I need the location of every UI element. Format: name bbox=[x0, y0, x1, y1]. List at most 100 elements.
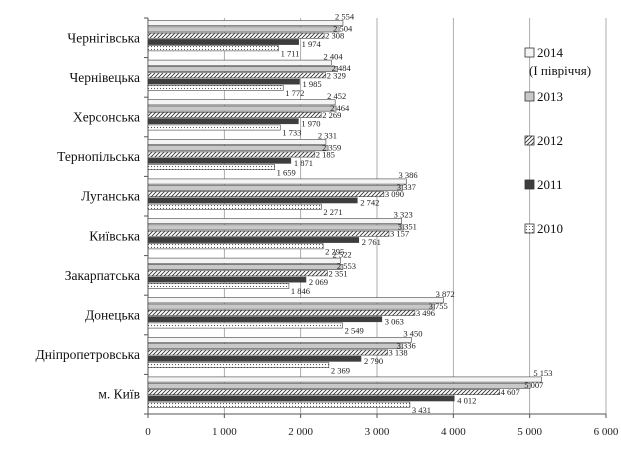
bar bbox=[147, 303, 435, 310]
data-label: 1 659 bbox=[277, 167, 296, 177]
data-label: 2 549 bbox=[345, 326, 364, 336]
bar bbox=[147, 197, 358, 204]
x-tick-label: 3 000 bbox=[365, 426, 390, 438]
data-label: 2 554 bbox=[335, 12, 355, 22]
data-label: 1 974 bbox=[302, 39, 322, 49]
category-label: Луганська bbox=[81, 189, 140, 204]
bar bbox=[147, 276, 307, 283]
bar bbox=[147, 66, 338, 72]
category-labels: Чернігівська Чернівецька Херсонська Тернопі… bbox=[36, 30, 140, 401]
legend-swatch bbox=[524, 135, 535, 146]
bar bbox=[147, 282, 290, 289]
bar bbox=[147, 362, 330, 368]
legend-swatch bbox=[524, 179, 535, 190]
bar bbox=[147, 139, 327, 145]
legend-label: 2013 bbox=[537, 89, 563, 104]
data-label: 3 872 bbox=[436, 289, 455, 299]
bar bbox=[147, 395, 455, 402]
bar bbox=[147, 376, 542, 383]
bar bbox=[147, 164, 275, 170]
data-label: 1 970 bbox=[301, 118, 320, 128]
data-label: 3 337 bbox=[397, 182, 416, 192]
bar bbox=[147, 322, 343, 329]
category-label: Київська bbox=[89, 228, 140, 243]
data-label: 2 269 bbox=[322, 110, 341, 120]
bar bbox=[147, 78, 300, 85]
bar bbox=[147, 309, 416, 316]
data-label: 3 323 bbox=[394, 210, 413, 220]
bar bbox=[147, 124, 281, 131]
x-tick-label: 0 bbox=[145, 426, 151, 438]
category-label: Донецька bbox=[85, 308, 140, 323]
data-label: 3 336 bbox=[397, 340, 416, 350]
bar bbox=[147, 178, 407, 185]
x-tick-label: 1 000 bbox=[212, 426, 237, 438]
data-label: 2 331 bbox=[318, 131, 337, 141]
x-tick-label: 2 000 bbox=[288, 426, 313, 438]
bar bbox=[147, 184, 404, 191]
data-label: 2 359 bbox=[322, 142, 341, 152]
data-label: 2 790 bbox=[364, 356, 383, 366]
category-label: м. Київ bbox=[98, 387, 140, 402]
bar bbox=[147, 191, 385, 197]
category-label: Дніпропетровська bbox=[36, 347, 140, 362]
bar bbox=[147, 99, 336, 106]
category-label: Чернівецька bbox=[69, 70, 140, 85]
x-tick-label: 5 000 bbox=[517, 426, 542, 438]
data-label: 2 329 bbox=[327, 70, 346, 80]
data-label: 1 846 bbox=[291, 286, 310, 296]
data-label: 3 157 bbox=[390, 229, 409, 239]
data-label: 4 607 bbox=[501, 387, 520, 397]
data-label: 1 711 bbox=[281, 49, 300, 59]
bar bbox=[147, 105, 337, 112]
bar bbox=[147, 389, 500, 395]
bar bbox=[147, 151, 316, 158]
bar bbox=[147, 203, 322, 210]
data-label: 2 308 bbox=[325, 31, 344, 41]
bar bbox=[147, 112, 322, 118]
bar bbox=[147, 349, 388, 356]
legend: 2014 (І півріччя) 2013 2012 2011 2010 bbox=[524, 45, 591, 236]
bar bbox=[147, 382, 531, 389]
bar bbox=[147, 343, 403, 350]
data-label: 1 772 bbox=[285, 88, 304, 98]
legend-label: 2014 bbox=[537, 45, 564, 60]
data-label: 2 522 bbox=[333, 249, 352, 259]
data-label: 3 450 bbox=[403, 329, 422, 339]
bar bbox=[147, 336, 412, 343]
data-label: 3 496 bbox=[416, 308, 435, 318]
category-label: Чернігівська bbox=[67, 30, 140, 45]
category-label: Херсонська bbox=[73, 110, 140, 125]
data-label: 4 012 bbox=[457, 396, 476, 406]
bar bbox=[147, 264, 344, 270]
bar bbox=[147, 243, 324, 250]
data-label: 3 090 bbox=[385, 189, 404, 199]
bar bbox=[147, 85, 284, 91]
bar bbox=[147, 237, 360, 243]
bar bbox=[147, 39, 299, 45]
data-label: 3 431 bbox=[412, 405, 431, 415]
data-label: 2 464 bbox=[330, 103, 350, 113]
data-label: 2 452 bbox=[327, 91, 346, 101]
data-label: 2 761 bbox=[362, 237, 381, 247]
x-tick-labels: 0 1 000 2 000 3 000 4 000 5 000 6 000 bbox=[145, 426, 619, 438]
category-label: Закарпатська bbox=[65, 268, 140, 283]
bar bbox=[147, 45, 279, 52]
legend-swatch bbox=[524, 47, 535, 58]
bar bbox=[147, 224, 405, 231]
data-label: 2 742 bbox=[360, 198, 379, 208]
legend-swatch bbox=[524, 91, 535, 102]
bar bbox=[147, 72, 327, 79]
bar bbox=[147, 32, 325, 39]
bar bbox=[147, 355, 362, 362]
bar bbox=[147, 401, 411, 408]
data-label: 3 063 bbox=[385, 316, 404, 326]
data-label: 5 153 bbox=[533, 368, 552, 378]
data-label: 2 484 bbox=[332, 63, 352, 73]
data-label: 2 369 bbox=[331, 365, 350, 375]
data-label: 1 985 bbox=[303, 79, 322, 89]
data-label: 3 138 bbox=[389, 348, 408, 358]
bars bbox=[147, 20, 542, 408]
bar bbox=[147, 297, 444, 304]
